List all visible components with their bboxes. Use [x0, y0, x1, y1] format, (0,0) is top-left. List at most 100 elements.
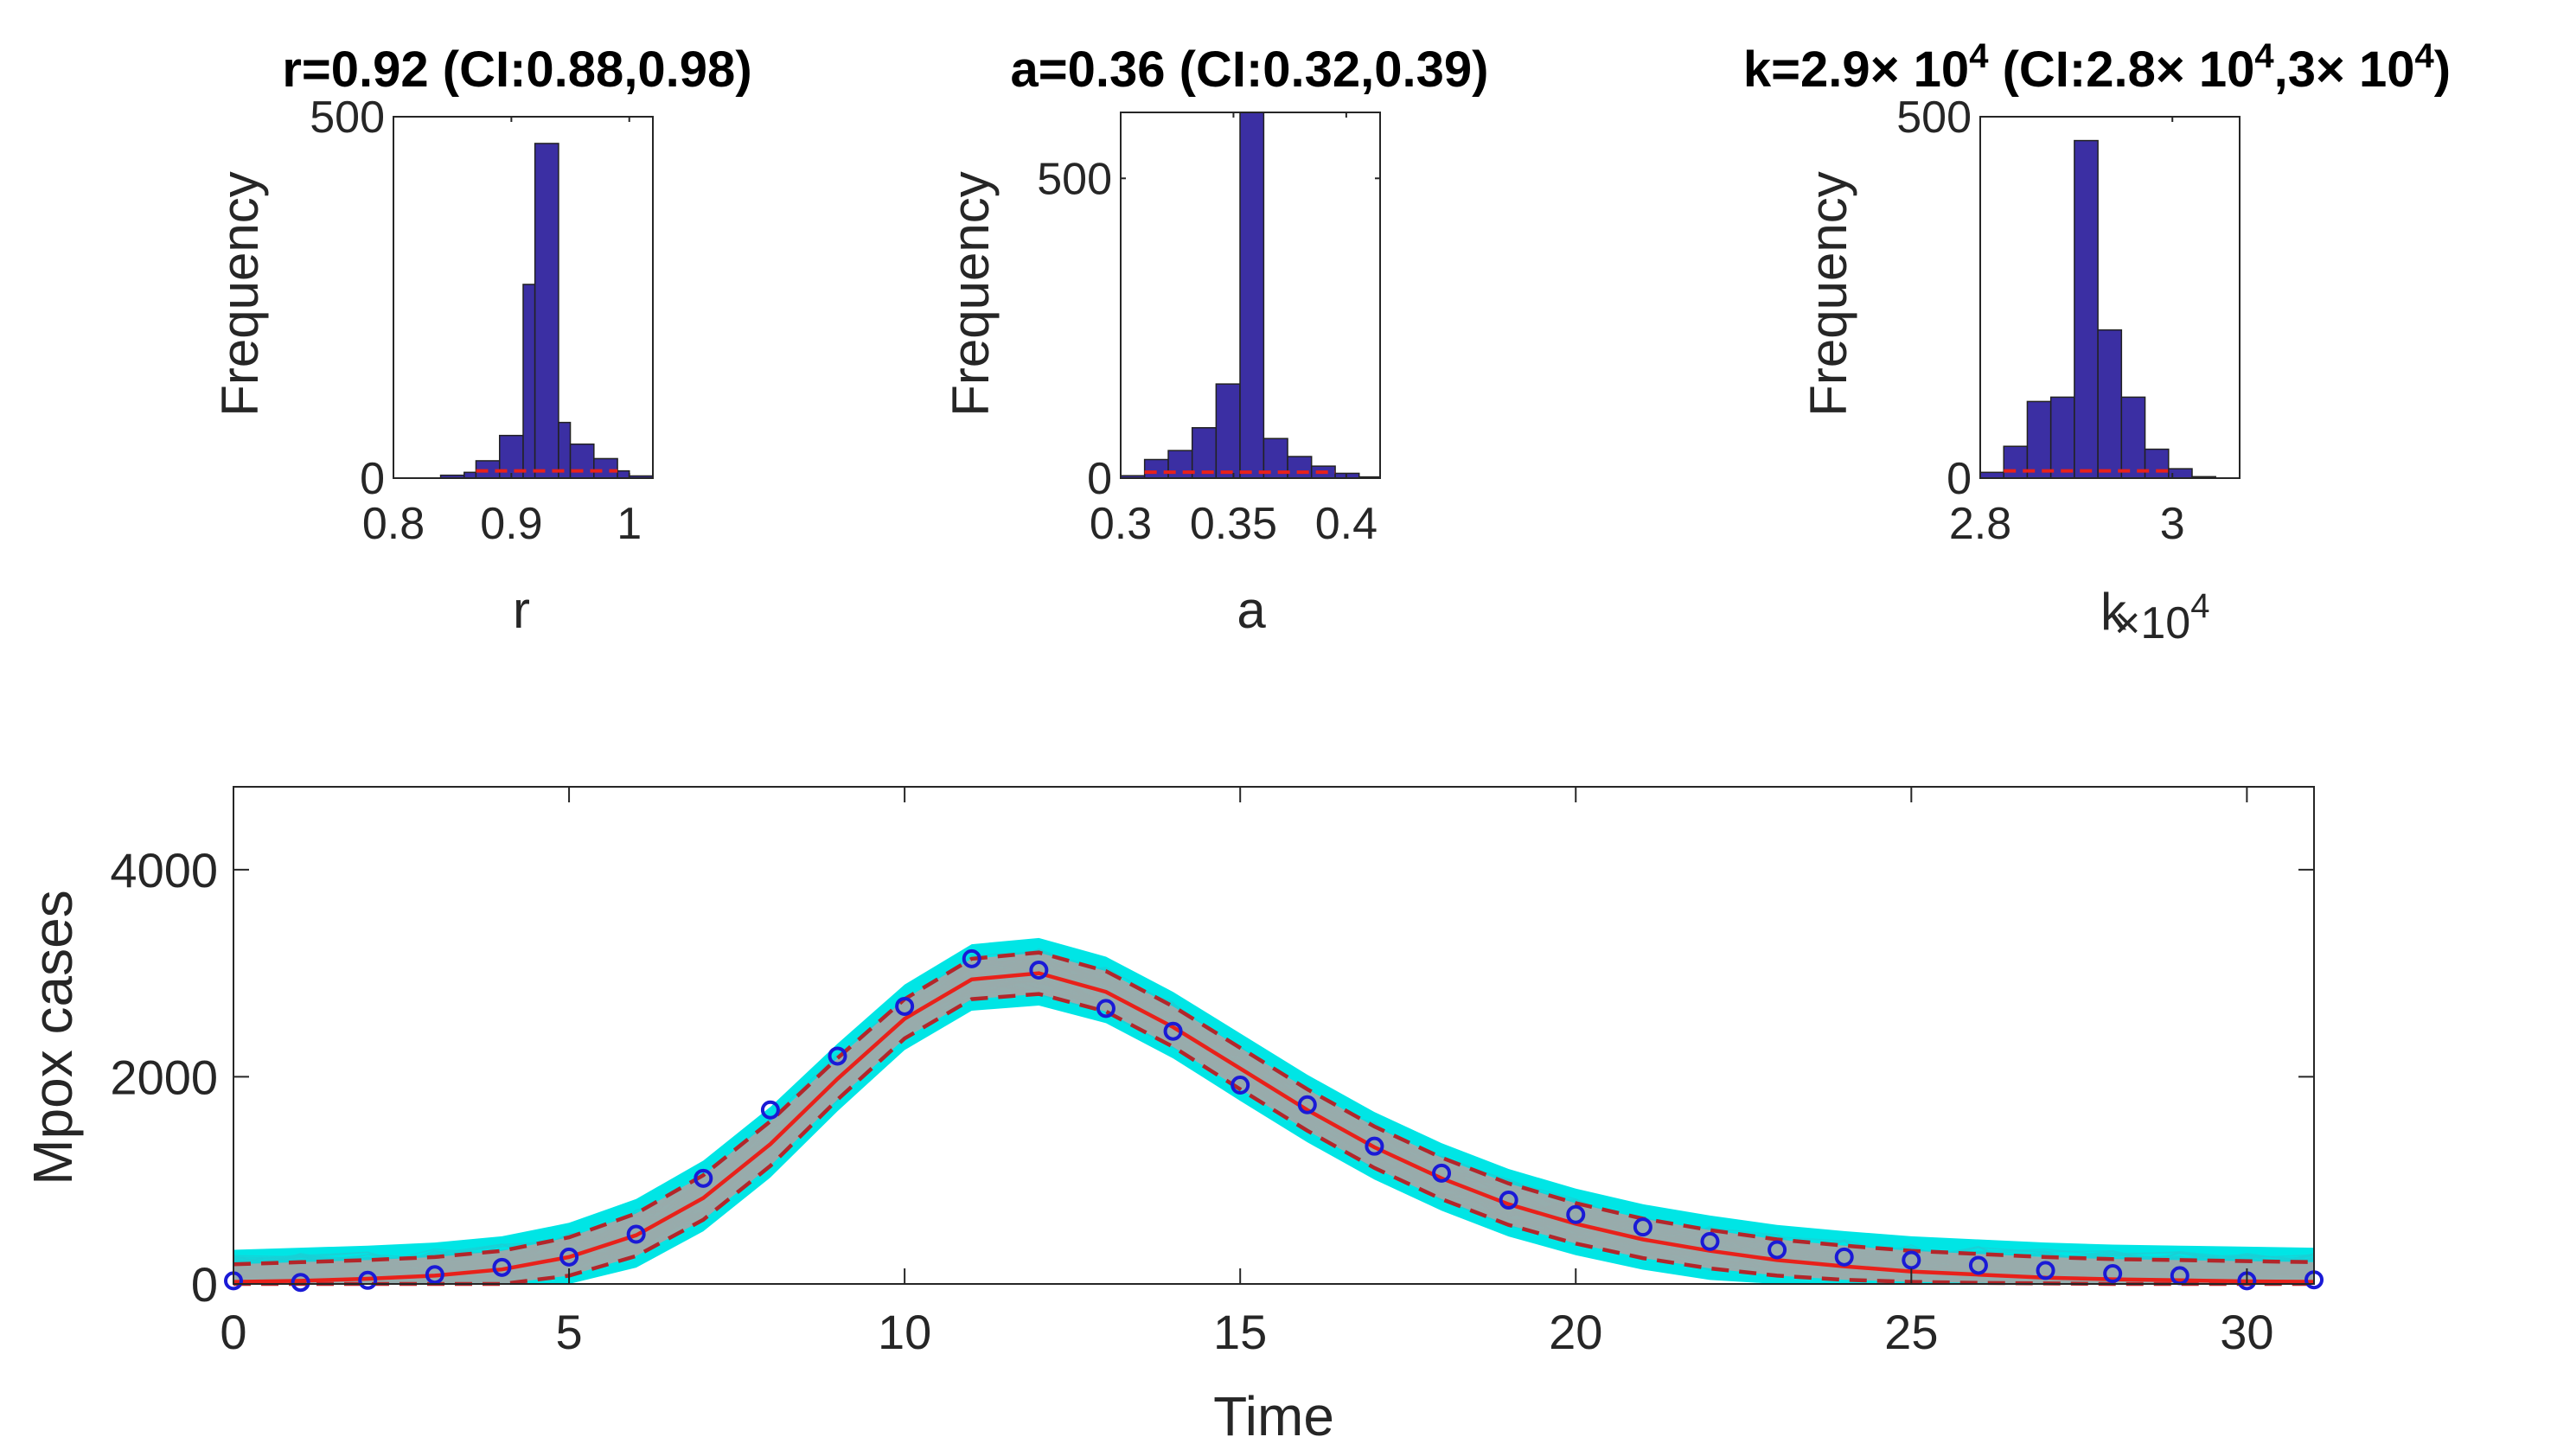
histogram-r-axes-box — [393, 116, 654, 479]
histogram-bar — [463, 471, 477, 479]
fit-plot-ci-upper-line — [233, 950, 2315, 1267]
xtick-label: 0 — [220, 1305, 246, 1359]
histogram-bar — [2097, 329, 2123, 479]
xtick-label: 0.9 — [480, 499, 542, 549]
ytick-label: 0 — [191, 1257, 218, 1312]
xtick-label: 5 — [555, 1305, 582, 1359]
observed-point — [1231, 1076, 1250, 1095]
fit-plot-ylabel: Mpox cases — [22, 890, 84, 1185]
title-part: 4 — [2254, 37, 2274, 75]
observed-point — [1297, 1095, 1317, 1114]
histogram-k-xlabel: k — [2100, 583, 2127, 641]
observed-point — [1365, 1136, 1384, 1156]
xtick-label: 0.8 — [362, 499, 425, 549]
histogram-bar — [522, 284, 536, 479]
histogram-r-panel: r=0.92 (CI:0.88,0.98) 0 500 0.8 0.9 1 Frequ… — [211, 42, 752, 639]
fit-plot-observed-markers — [224, 948, 2324, 1293]
xtick-label: 20 — [1549, 1305, 1602, 1359]
xtick-label: 2.8 — [1949, 499, 2011, 549]
observed-point — [1968, 1255, 1988, 1275]
histogram-k-exponent-label: ×104 — [2114, 587, 2209, 648]
fit-plot-xlabel: Time — [1213, 1385, 1334, 1447]
title-part: 4 — [1969, 37, 1989, 75]
observed-point — [358, 1270, 378, 1290]
observed-point — [760, 1100, 780, 1120]
observed-point — [1768, 1240, 1787, 1260]
histogram-r-yticks: 0 500 — [310, 93, 653, 504]
histogram-k-bars — [1979, 139, 2216, 479]
observed-point — [559, 1247, 579, 1267]
histogram-bar — [2049, 396, 2075, 479]
histogram-a-xlabel: a — [1237, 581, 1266, 639]
histogram-r-title: r=0.92 (CI:0.88,0.98) — [282, 42, 751, 98]
observed-point — [895, 996, 915, 1016]
histogram-k-title: k=2.9× 104 (CI:2.8× 104,3× 104) — [1743, 37, 2451, 98]
title-part: k=2.9 — [1743, 42, 1870, 98]
ytick-label: 2000 — [110, 1050, 218, 1104]
observed-point — [1096, 999, 1115, 1019]
ytick-label: 500 — [310, 93, 385, 143]
histogram-a-axes-box — [1120, 112, 1381, 479]
title-part: × — [1870, 42, 1900, 98]
histogram-bar — [1215, 383, 1241, 479]
xtick-label: 3 — [2160, 499, 2185, 549]
xtick-label: 0.4 — [1315, 499, 1378, 549]
xtick-label: 10 — [878, 1305, 931, 1359]
observed-point — [291, 1273, 310, 1293]
observed-point — [1633, 1217, 1652, 1237]
histogram-bar — [1239, 112, 1265, 479]
title-part: r=0.92 (CI:0.88,0.98) — [282, 42, 751, 98]
title-part: (CI:2.8 — [1988, 42, 2155, 98]
histogram-bar — [2003, 445, 2029, 479]
ytick-label: 500 — [1037, 154, 1112, 204]
title-part: 10 — [1900, 42, 1970, 98]
observed-point — [626, 1224, 646, 1244]
histogram-a-panel: a=0.36 (CI:0.32,0.39) 0 500 0.3 0.35 0.4 Fr… — [942, 42, 1488, 639]
histogram-bar — [1143, 458, 1169, 479]
xtick-label: 15 — [1213, 1305, 1267, 1359]
observed-point — [1432, 1163, 1452, 1183]
histogram-bar — [2074, 139, 2099, 479]
ytick-label: 0 — [360, 454, 385, 504]
xtick-label: 25 — [1884, 1305, 1938, 1359]
histogram-bar — [593, 457, 618, 479]
fit-plot-background — [233, 787, 2314, 1284]
histogram-bar — [2144, 448, 2170, 479]
histogram-bar — [1191, 427, 1218, 479]
histogram-bar — [1287, 456, 1313, 479]
fit-plot-panel: 0 2000 4000 0 5 10 15 20 25 30 Mpox cases Time — [22, 786, 2324, 1447]
histogram-k-ylabel: Frequency — [1799, 171, 1857, 416]
histogram-r-xticks: 0.8 0.9 1 — [362, 117, 642, 549]
title-part: a=0.36 (CI:0.32,0.39) — [1011, 42, 1489, 98]
ytick-label: 500 — [1896, 93, 1972, 143]
histogram-k-axes-box — [1979, 116, 2241, 479]
observed-point — [1499, 1190, 1518, 1210]
observed-point — [1834, 1247, 1854, 1267]
histogram-r-bars — [439, 143, 654, 479]
ytick-label: 0 — [1947, 454, 1972, 504]
histogram-bar — [1979, 471, 2004, 479]
title-part: 4 — [2414, 37, 2434, 75]
histogram-a-xticks: 0.3 0.35 0.4 — [1090, 112, 1378, 549]
histogram-bar — [534, 143, 559, 479]
histogram-bar — [617, 469, 630, 479]
fit-plot-yticks: 0 2000 4000 — [110, 843, 2314, 1312]
title-part: × — [2316, 42, 2345, 98]
histogram-bar — [1167, 450, 1193, 479]
histogram-a-title: a=0.36 (CI:0.32,0.39) — [1011, 42, 1489, 98]
histogram-r-ylabel: Frequency — [211, 171, 269, 416]
histogram-a-ylabel: Frequency — [942, 171, 1000, 416]
histogram-k-xticks: 2.8 3 — [1949, 117, 2185, 549]
fit-plot-xticks: 0 5 10 15 20 25 30 — [220, 787, 2274, 1359]
observed-point — [1566, 1204, 1586, 1224]
title-part: ,3 — [2274, 42, 2316, 98]
ytick-label: 4000 — [110, 843, 218, 897]
observed-point — [694, 1168, 713, 1188]
xtick-label: 1 — [617, 499, 642, 549]
observed-point — [425, 1265, 444, 1285]
fit-plot-fit-line — [233, 971, 2315, 1284]
observed-point — [1163, 1021, 1183, 1041]
observed-point — [1700, 1231, 1720, 1251]
